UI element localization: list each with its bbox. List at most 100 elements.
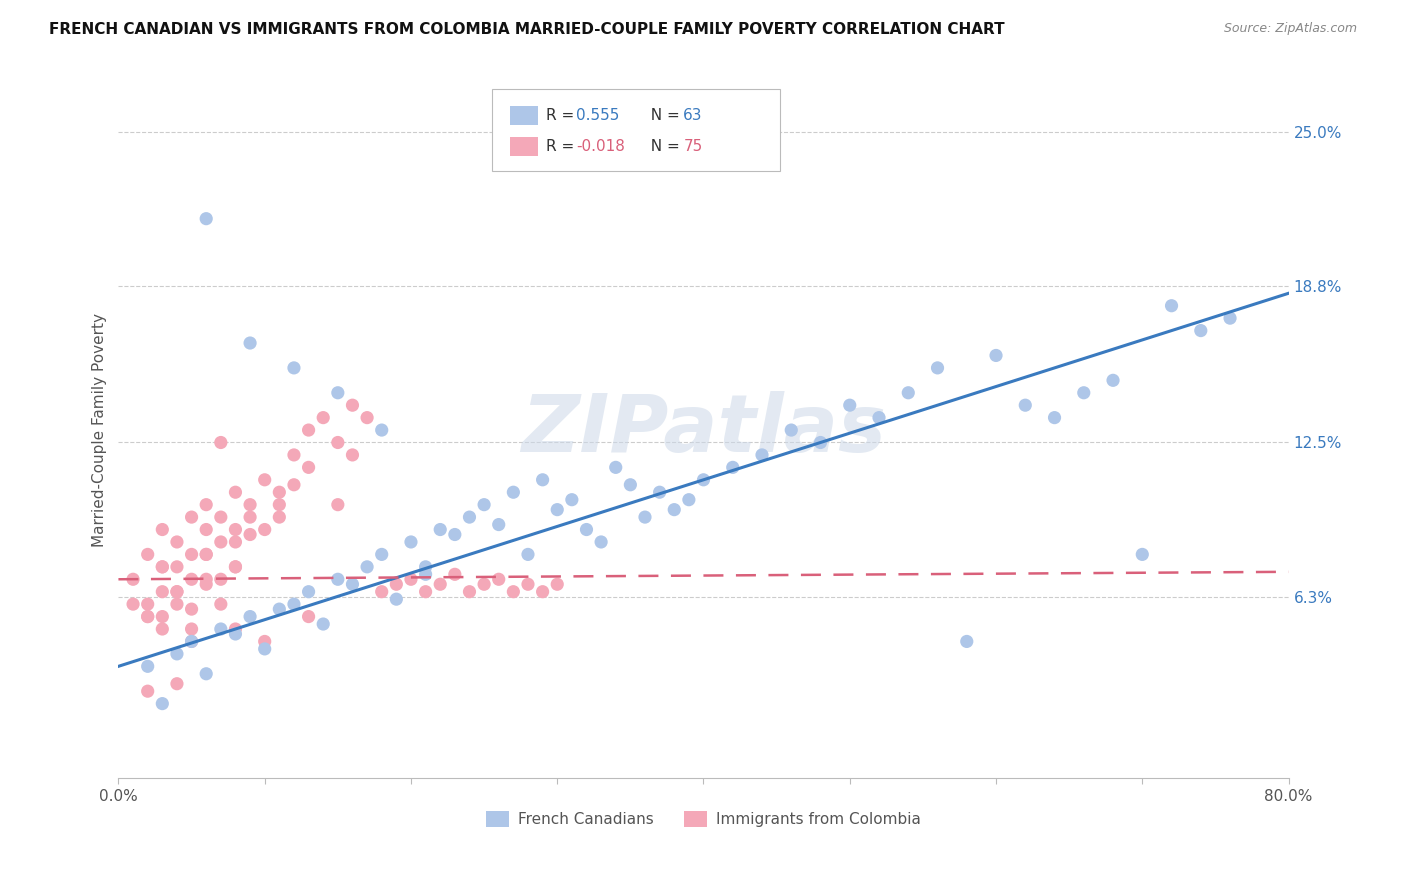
- Point: [326, 435, 349, 450]
- Point: [591, 535, 613, 549]
- Point: [195, 211, 218, 226]
- Point: [517, 577, 540, 591]
- Point: [209, 435, 232, 450]
- Point: [326, 498, 349, 512]
- Point: [838, 398, 860, 412]
- Point: [370, 584, 392, 599]
- Point: [678, 492, 700, 507]
- Point: [269, 602, 291, 616]
- Text: ZIPatlas: ZIPatlas: [522, 391, 886, 469]
- Point: [488, 517, 510, 532]
- Point: [166, 647, 188, 661]
- Point: [136, 659, 159, 673]
- Point: [283, 597, 305, 611]
- Point: [122, 572, 145, 586]
- Point: [136, 609, 159, 624]
- Point: [209, 535, 232, 549]
- Point: [136, 609, 159, 624]
- Point: [224, 485, 246, 500]
- Point: [458, 584, 481, 599]
- Text: Source: ZipAtlas.com: Source: ZipAtlas.com: [1223, 22, 1357, 36]
- Point: [415, 567, 437, 582]
- Point: [502, 584, 524, 599]
- Point: [122, 597, 145, 611]
- Point: [429, 577, 451, 591]
- Point: [297, 609, 319, 624]
- Point: [415, 559, 437, 574]
- Point: [180, 622, 202, 636]
- Point: [283, 477, 305, 491]
- Point: [166, 584, 188, 599]
- Point: [1219, 311, 1241, 326]
- Point: [868, 410, 890, 425]
- Legend: French Canadians, Immigrants from Colombia: French Canadians, Immigrants from Colomb…: [479, 805, 928, 833]
- Point: [180, 634, 202, 648]
- Point: [326, 385, 349, 400]
- Point: [150, 697, 173, 711]
- Point: [356, 559, 378, 574]
- Point: [166, 559, 188, 574]
- Point: [342, 577, 364, 591]
- Point: [150, 559, 173, 574]
- Point: [269, 510, 291, 524]
- Point: [166, 677, 188, 691]
- Point: [561, 492, 583, 507]
- Point: [370, 548, 392, 562]
- Point: [150, 622, 173, 636]
- Point: [180, 602, 202, 616]
- Point: [502, 485, 524, 500]
- Point: [150, 523, 173, 537]
- Text: R =: R =: [546, 108, 579, 123]
- Point: [253, 634, 276, 648]
- Point: [780, 423, 803, 437]
- Point: [224, 627, 246, 641]
- Point: [810, 435, 832, 450]
- Point: [253, 641, 276, 656]
- Point: [984, 348, 1007, 362]
- Point: [956, 634, 979, 648]
- Point: [897, 385, 920, 400]
- Point: [429, 523, 451, 537]
- Point: [283, 448, 305, 462]
- Point: [648, 485, 671, 500]
- Point: [253, 523, 276, 537]
- Point: [136, 597, 159, 611]
- Point: [166, 535, 188, 549]
- Point: [472, 577, 495, 591]
- Point: [312, 617, 335, 632]
- Point: [751, 448, 773, 462]
- Point: [444, 567, 467, 582]
- Point: [546, 577, 568, 591]
- Point: [297, 460, 319, 475]
- Point: [195, 548, 218, 562]
- Point: [517, 548, 540, 562]
- Point: [399, 572, 422, 586]
- Point: [224, 622, 246, 636]
- Text: 75: 75: [683, 139, 703, 153]
- Point: [312, 410, 335, 425]
- Point: [180, 510, 202, 524]
- Point: [195, 498, 218, 512]
- Point: [531, 584, 554, 599]
- Point: [472, 498, 495, 512]
- Point: [385, 577, 408, 591]
- Point: [269, 498, 291, 512]
- Point: [195, 548, 218, 562]
- Point: [239, 498, 262, 512]
- Point: [1043, 410, 1066, 425]
- Point: [1160, 299, 1182, 313]
- Point: [721, 460, 744, 475]
- Point: [224, 559, 246, 574]
- Point: [415, 584, 437, 599]
- Text: N =: N =: [641, 139, 685, 153]
- Point: [209, 572, 232, 586]
- Point: [180, 634, 202, 648]
- Point: [444, 527, 467, 541]
- Point: [150, 559, 173, 574]
- Point: [239, 510, 262, 524]
- Text: 63: 63: [683, 108, 703, 123]
- Point: [166, 597, 188, 611]
- Point: [180, 548, 202, 562]
- Point: [195, 572, 218, 586]
- Point: [1130, 548, 1153, 562]
